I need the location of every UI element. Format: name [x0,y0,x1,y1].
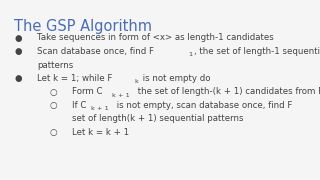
Text: The GSP Algorithm: The GSP Algorithm [14,19,152,34]
Text: Scan database once, find F: Scan database once, find F [37,47,154,56]
Text: ●: ● [14,74,22,83]
Text: ○: ○ [50,101,57,110]
Text: ●: ● [14,33,22,42]
Text: If C: If C [72,101,86,110]
Text: k + 1: k + 1 [91,106,109,111]
Text: Let k = 1; while F: Let k = 1; while F [37,74,112,83]
Text: ○: ○ [50,128,57,137]
Text: patterns: patterns [37,60,73,69]
Text: Form C: Form C [72,87,102,96]
Text: ●: ● [14,47,22,56]
Text: is not empty, scan database once, find F: is not empty, scan database once, find F [114,101,292,110]
Text: is not empty do: is not empty do [140,74,210,83]
Text: ○: ○ [50,87,57,96]
Text: 1: 1 [188,52,192,57]
Text: , the set of length-1 sequential: , the set of length-1 sequential [194,47,320,56]
Text: k: k [134,79,138,84]
Text: k + 1: k + 1 [112,93,130,98]
Text: Take sequences in form of <x> as length-1 candidates: Take sequences in form of <x> as length-… [37,33,274,42]
Text: the set of length-(k + 1) candidates from F: the set of length-(k + 1) candidates fro… [135,87,320,96]
Text: set of length(k + 1) sequential patterns: set of length(k + 1) sequential patterns [72,114,244,123]
Text: Let k = k + 1: Let k = k + 1 [72,128,129,137]
